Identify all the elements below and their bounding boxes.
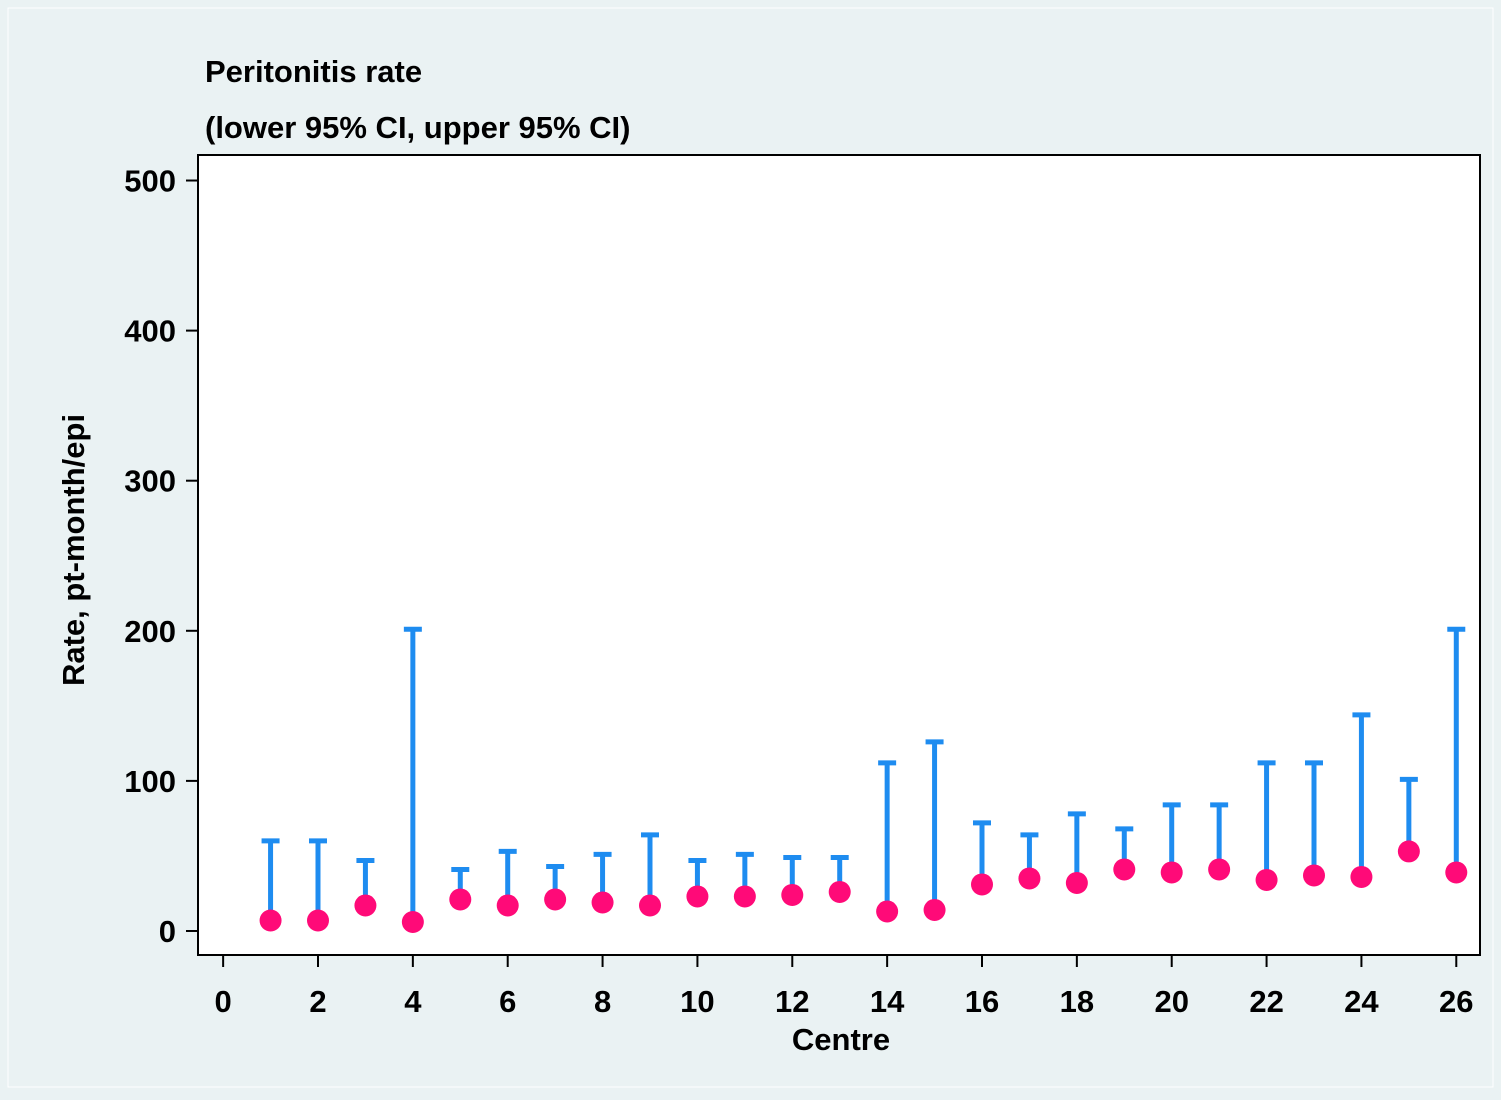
point [733, 885, 756, 908]
point [1018, 867, 1041, 890]
point [306, 909, 329, 932]
y-tick-label: 100 [124, 764, 176, 799]
point [1065, 871, 1088, 894]
x-tick-label: 20 [1154, 984, 1188, 1019]
x-tick-label: 10 [680, 984, 714, 1019]
point [1350, 865, 1373, 888]
point [401, 910, 424, 933]
point [1255, 868, 1278, 891]
point [449, 888, 472, 911]
y-tick-label: 400 [124, 314, 176, 349]
y-tick-label: 0 [159, 914, 176, 949]
point [1445, 861, 1468, 884]
x-tick-label: 22 [1249, 984, 1283, 1019]
point [259, 909, 282, 932]
point [354, 894, 377, 917]
x-tick-label: 4 [404, 984, 422, 1019]
x-tick-label: 16 [965, 984, 999, 1019]
y-axis-label: Rate, pt-month/epi [56, 414, 91, 686]
x-axis-label: Centre [792, 1022, 890, 1057]
chart-subtitle: (lower 95% CI, upper 95% CI) [205, 110, 631, 145]
point [876, 900, 899, 923]
point [496, 894, 519, 917]
plot-area [197, 154, 1481, 956]
x-tick-label: 24 [1344, 984, 1379, 1019]
x-tick-label: 14 [870, 984, 905, 1019]
point [1113, 858, 1136, 881]
point [544, 888, 567, 911]
point [1397, 840, 1420, 863]
point [828, 880, 851, 903]
point [638, 894, 661, 917]
point [923, 898, 946, 921]
chart-title: Peritonitis rate [205, 54, 422, 89]
point [1160, 861, 1183, 884]
x-tick-label: 0 [215, 984, 232, 1019]
x-tick-label: 18 [1060, 984, 1094, 1019]
y-tick-label: 500 [124, 164, 176, 199]
x-tick-label: 6 [499, 984, 516, 1019]
point [591, 891, 614, 914]
x-tick-label: 12 [775, 984, 809, 1019]
y-tick-label: 300 [124, 464, 176, 499]
point [1302, 864, 1325, 887]
y-tick-label: 200 [124, 614, 176, 649]
point [686, 885, 709, 908]
x-tick-label: 8 [594, 984, 611, 1019]
point [970, 873, 993, 896]
point [1208, 858, 1231, 881]
point [781, 883, 804, 906]
x-tick-label: 2 [309, 984, 326, 1019]
x-tick-label: 26 [1439, 984, 1473, 1019]
